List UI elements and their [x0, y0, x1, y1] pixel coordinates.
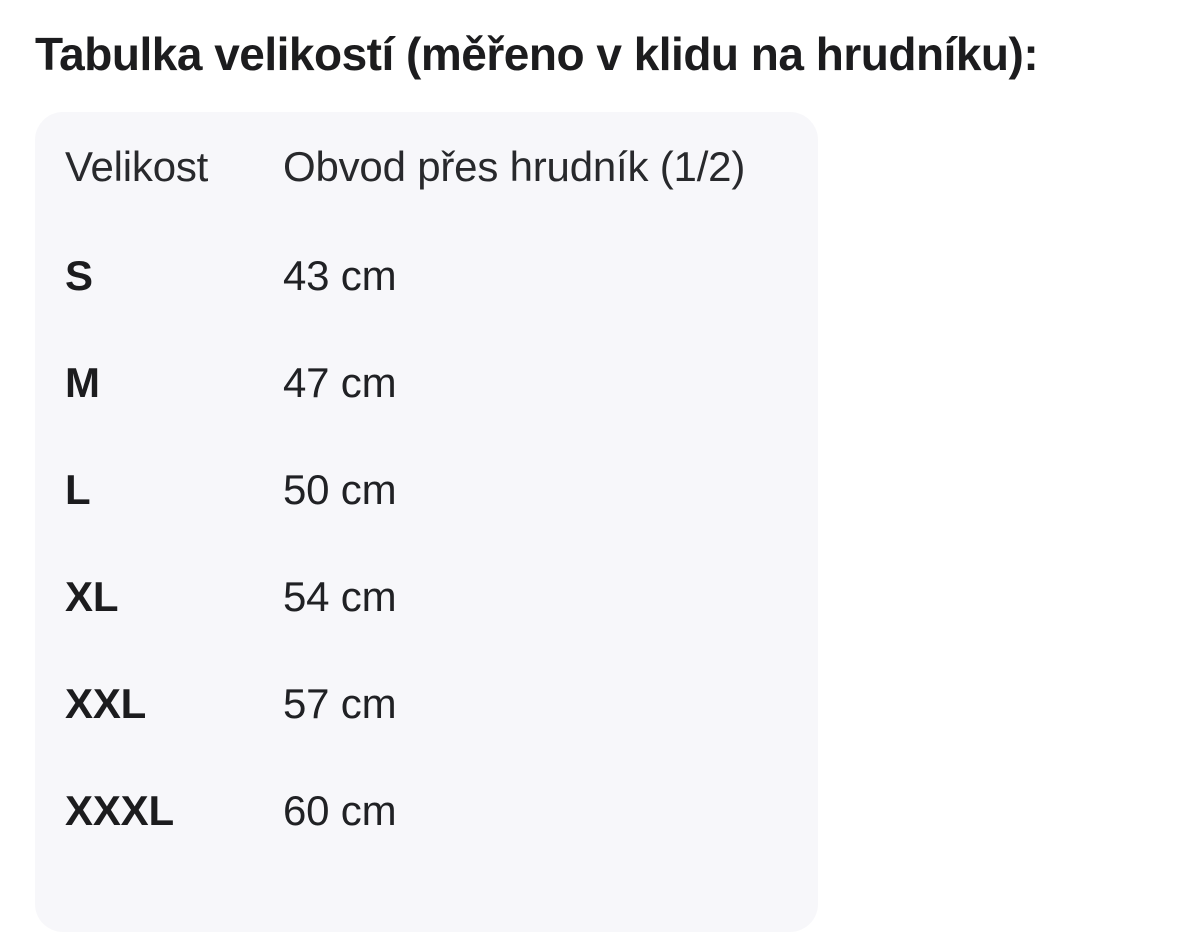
size-value: 57 cm [283, 679, 397, 727]
size-value: 50 cm [283, 465, 397, 513]
size-table-header-row: Velikost Obvod přes hrudník (1/2) [65, 112, 788, 222]
size-label: XXL [65, 679, 147, 727]
table-row: L 50 cm [65, 436, 788, 543]
table-row: XXL 57 cm [65, 650, 788, 757]
column-header-size: Velikost [65, 143, 209, 190]
size-table-body: S 43 cm M 47 cm L 50 cm XL 54 cm XXL 57 … [65, 222, 788, 864]
size-label: L [65, 465, 91, 513]
size-label: XL [65, 572, 119, 620]
size-table-card: Velikost Obvod přes hrudník (1/2) S 43 c… [35, 112, 818, 932]
page-title: Tabulka velikostí (měřeno v klidu na hru… [35, 28, 1039, 80]
table-row: M 47 cm [65, 329, 788, 436]
table-row: XXXL 60 cm [65, 757, 788, 864]
table-row: S 43 cm [65, 222, 788, 329]
size-label: S [65, 251, 93, 299]
size-value: 43 cm [283, 251, 397, 299]
column-header-circumference: Obvod přes hrudník (1/2) [283, 143, 746, 190]
size-label: XXXL [65, 786, 174, 834]
size-label: M [65, 358, 100, 406]
size-value: 54 cm [283, 572, 397, 620]
table-row: XL 54 cm [65, 543, 788, 650]
size-value: 60 cm [283, 786, 397, 834]
size-value: 47 cm [283, 358, 397, 406]
